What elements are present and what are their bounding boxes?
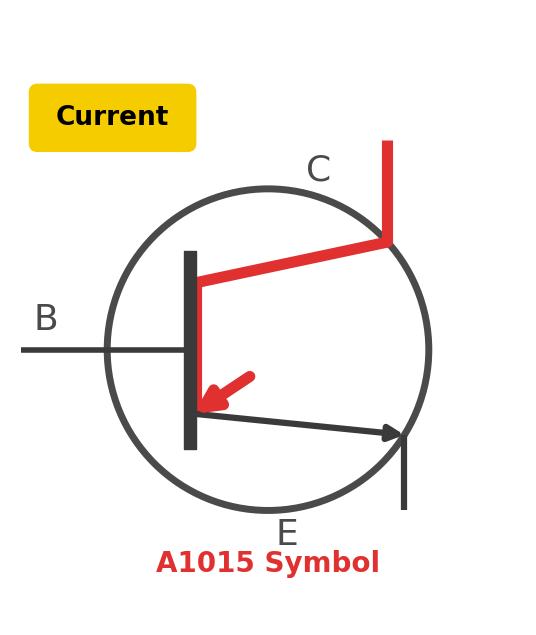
FancyBboxPatch shape	[29, 84, 196, 151]
Text: E: E	[276, 518, 298, 552]
Text: Current: Current	[56, 105, 169, 131]
Text: C: C	[306, 153, 332, 187]
Text: A1015 Symbol: A1015 Symbol	[156, 550, 380, 578]
Text: B: B	[33, 303, 58, 337]
